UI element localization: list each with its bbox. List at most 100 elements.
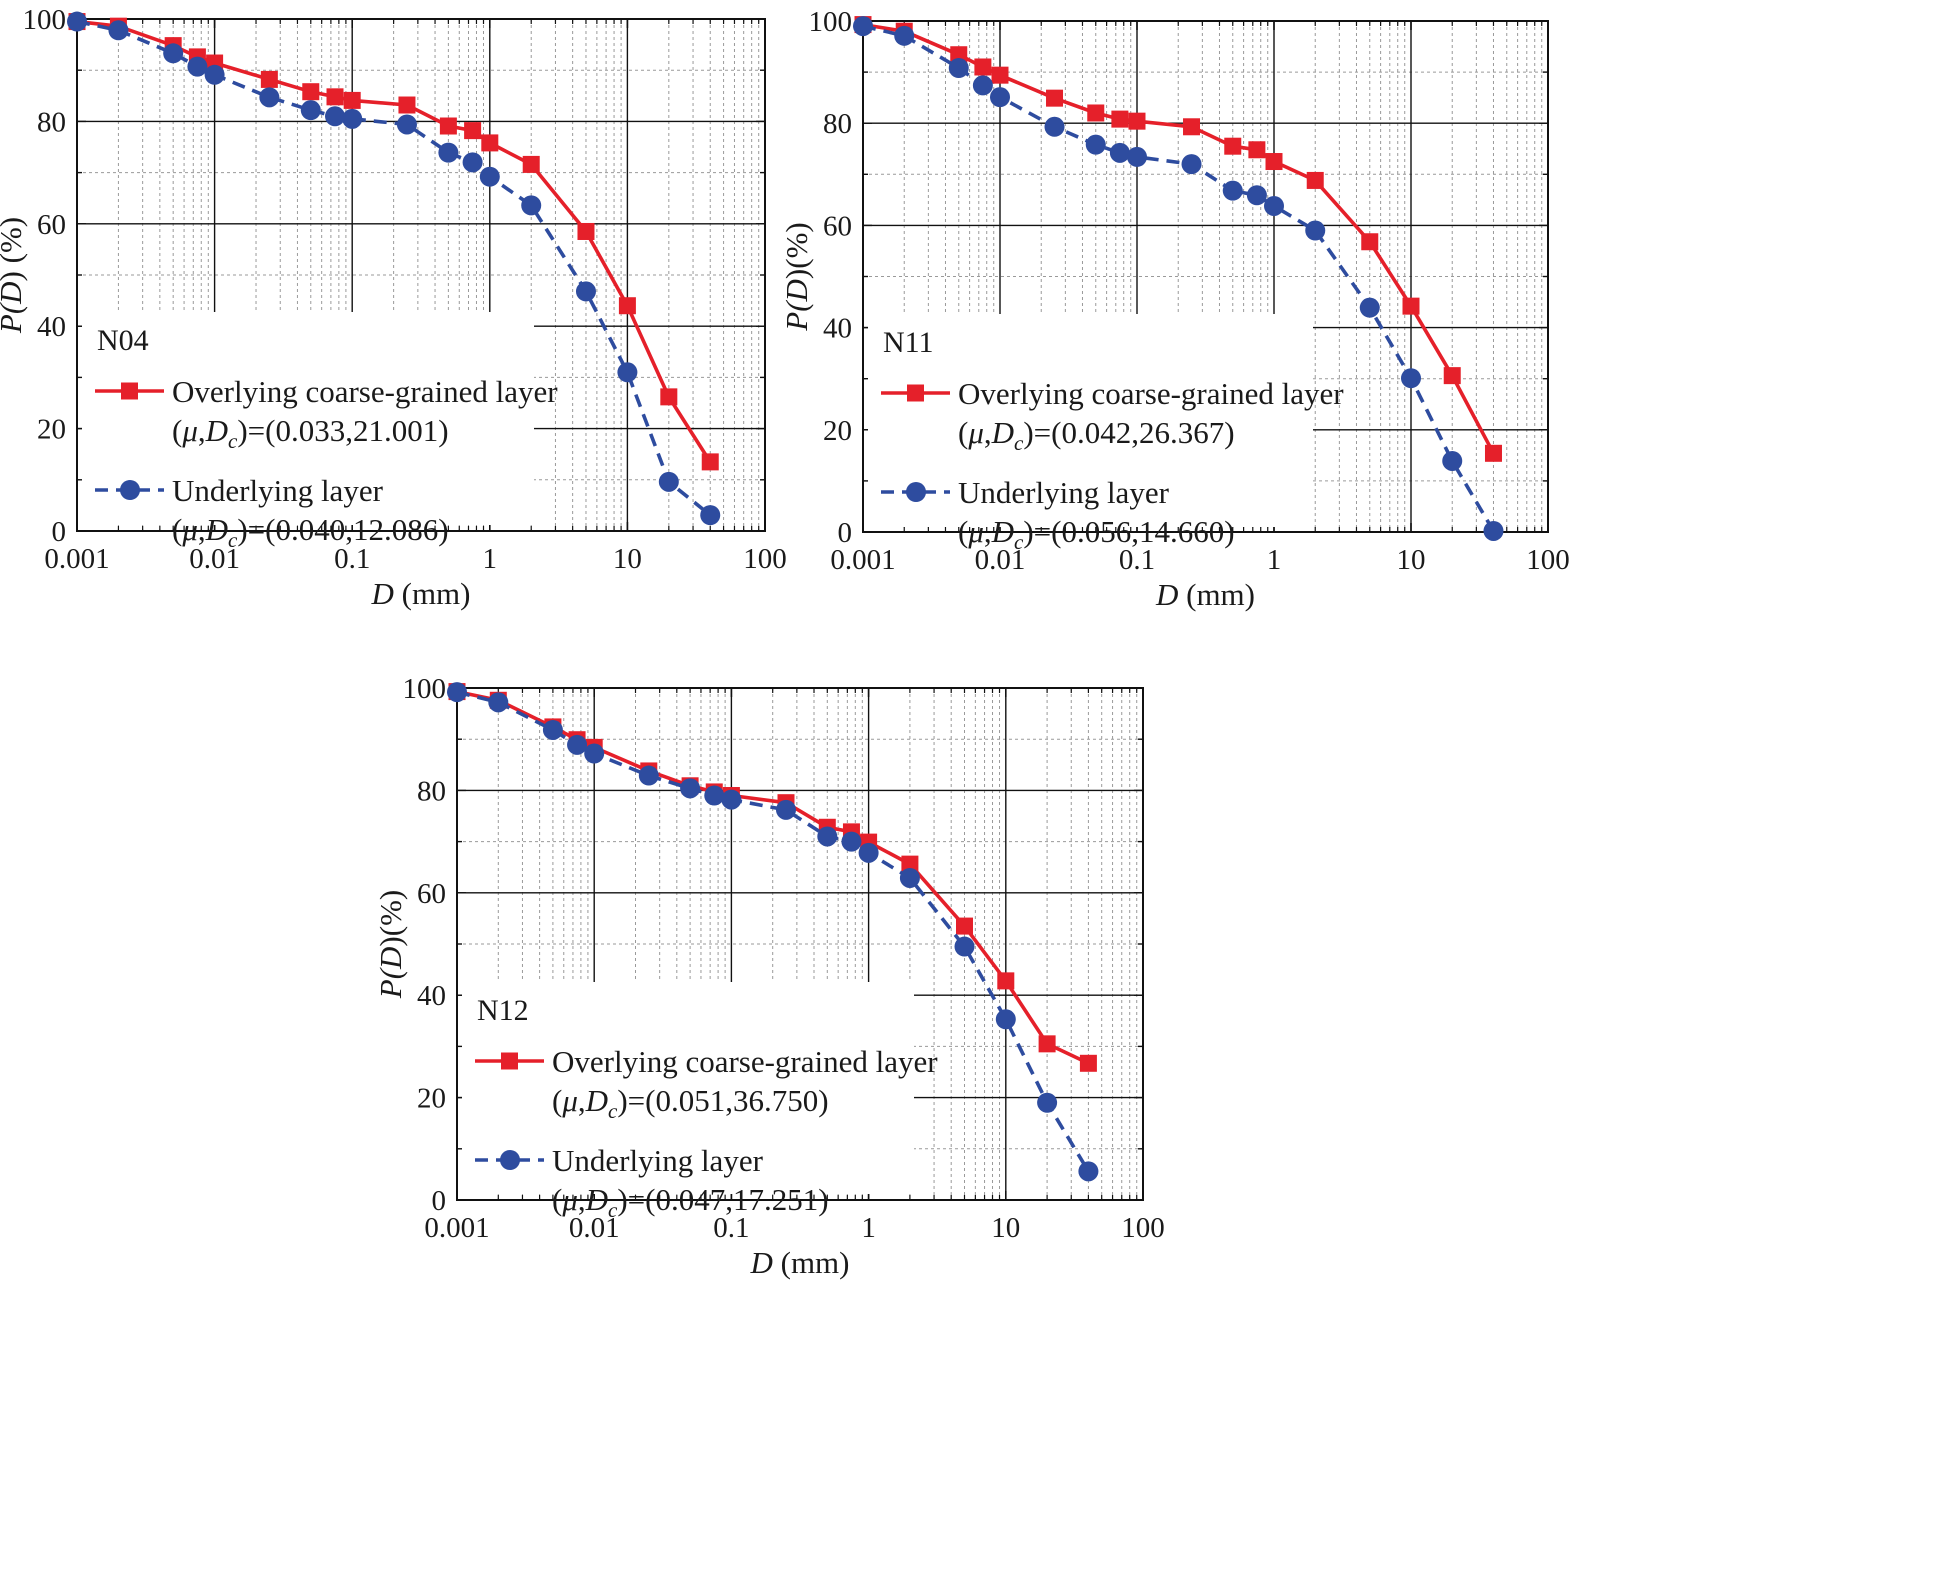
y-tick-label: 20: [417, 1083, 446, 1115]
y-axis-title: P(D)(%): [779, 222, 814, 331]
data-point-square: [997, 972, 1015, 990]
legend-marker-circle: [500, 1150, 520, 1170]
x-tick-label: 10: [991, 1212, 1020, 1244]
y-tick-label: 0: [432, 1185, 447, 1217]
series-line: [76, 19, 712, 517]
data-point-square: [618, 297, 636, 315]
data-point-square: [302, 83, 320, 101]
data-point-circle: [1483, 520, 1504, 541]
data-point-circle: [1078, 1161, 1099, 1182]
data-point-square: [955, 917, 973, 935]
data-point-square: [1484, 444, 1502, 462]
x-tick-label: 1: [483, 543, 498, 575]
data-point-circle: [67, 11, 87, 32]
legend-series-params: (μ,Dc)=(0.051,36.750): [552, 1083, 829, 1123]
data-point-square: [901, 855, 919, 873]
x-tick-label: 100: [1526, 544, 1570, 576]
data-point-circle: [894, 25, 915, 46]
legend-series-name: Overlying coarse-grained layer: [172, 374, 558, 409]
data-point-square: [1111, 110, 1129, 128]
data-point-square: [439, 117, 457, 135]
data-point-circle: [325, 106, 346, 127]
legend-series-params: (μ,Dc)=(0.047,17.251): [552, 1182, 829, 1222]
x-tick-label: 0.01: [975, 544, 1026, 576]
legend-marker-circle: [120, 480, 140, 500]
data-point-square: [522, 155, 540, 173]
data-point-square: [1402, 297, 1420, 315]
data-point-circle: [521, 195, 542, 216]
legend-series-name: Overlying coarse-grained layer: [552, 1044, 938, 1079]
data-point-square: [660, 388, 678, 406]
data-point-square: [1265, 153, 1283, 171]
y-tick-label: 80: [417, 775, 446, 807]
y-tick-label: 80: [823, 108, 852, 140]
data-point-circle: [462, 152, 483, 173]
x-tick-label: 0.1: [1119, 544, 1155, 576]
x-tick-label: 10: [613, 543, 642, 575]
y-tick-label: 60: [417, 878, 446, 910]
data-point-circle: [704, 785, 725, 806]
tick-marks: [76, 18, 766, 532]
y-tick-label: 0: [52, 516, 67, 548]
x-tick-label: 0.001: [830, 544, 895, 576]
data-point-circle: [721, 789, 742, 810]
data-point-circle: [680, 778, 701, 799]
data-point-circle: [995, 1009, 1016, 1030]
series-underlying: [853, 16, 1504, 541]
data-point-circle: [342, 108, 363, 129]
data-point-circle: [567, 734, 588, 755]
legend-series-params: (μ,Dc)=(0.040,12.086): [172, 512, 449, 552]
data-point-square: [481, 134, 499, 152]
x-axis-title: D (mm): [370, 576, 470, 611]
legend: N04 Overlying coarse-grained layer (μ,Dc)=…: [82, 312, 558, 552]
y-tick-label: 40: [37, 311, 66, 343]
data-point-circle: [300, 100, 321, 121]
data-point-circle: [1085, 134, 1106, 155]
data-point-square: [1079, 1054, 1097, 1072]
data-point-circle: [853, 16, 873, 37]
data-point-circle: [972, 75, 993, 96]
data-point-square: [974, 58, 992, 76]
legend: N12 Overlying coarse-grained layer (μ,Dc)=…: [462, 982, 938, 1222]
legend-series-params: (μ,Dc)=(0.056,14.660): [958, 514, 1235, 554]
legend-series-name: Overlying coarse-grained layer: [958, 376, 1344, 411]
data-point-square: [1046, 89, 1064, 107]
y-tick-label: 40: [823, 313, 852, 345]
data-point-circle: [899, 867, 920, 888]
legend-background: [82, 312, 534, 525]
data-point-circle: [396, 114, 417, 135]
y-tick-label: 20: [37, 414, 66, 446]
legend: N11 Overlying coarse-grained layer (μ,Dc)=…: [868, 314, 1344, 554]
x-tick-label: 1: [1267, 544, 1282, 576]
tick-marks: [456, 687, 1144, 1201]
y-tick-label: 0: [838, 517, 853, 549]
data-point-circle: [1305, 220, 1326, 241]
panel-label: N12: [477, 994, 529, 1027]
data-point-square: [1248, 141, 1266, 159]
data-point-square: [1087, 104, 1105, 122]
data-point-square: [1128, 112, 1146, 130]
data-point-circle: [108, 20, 129, 41]
data-point-square: [260, 70, 278, 88]
data-point-circle: [1109, 142, 1130, 163]
x-tick-label: 0.01: [189, 543, 240, 575]
legend-marker-circle: [906, 482, 926, 502]
data-point-circle: [542, 719, 563, 740]
y-axis-title: P(D)(%): [373, 890, 408, 999]
data-point-circle: [638, 765, 659, 786]
data-point-square: [398, 96, 416, 114]
legend-series-name: Underlying layer: [552, 1143, 764, 1178]
data-point-circle: [187, 56, 208, 77]
data-point-circle: [1127, 146, 1147, 167]
x-tick-label: 100: [1121, 1212, 1165, 1244]
data-point-circle: [479, 166, 500, 187]
data-point-circle: [259, 87, 280, 108]
panel-n11: 0.001 0.01 0.1 1 10 100 0 20 40 60 80 100 D (mm) P(D)…: [779, 6, 1570, 612]
legend-series-params: (μ,Dc)=(0.042,26.367): [958, 415, 1235, 455]
data-point-circle: [488, 692, 509, 713]
x-tick-label: 0.1: [713, 1212, 749, 1244]
x-tick-label: 0.001: [424, 1212, 489, 1244]
legend-marker-square: [121, 382, 138, 400]
data-point-circle: [1044, 116, 1065, 137]
